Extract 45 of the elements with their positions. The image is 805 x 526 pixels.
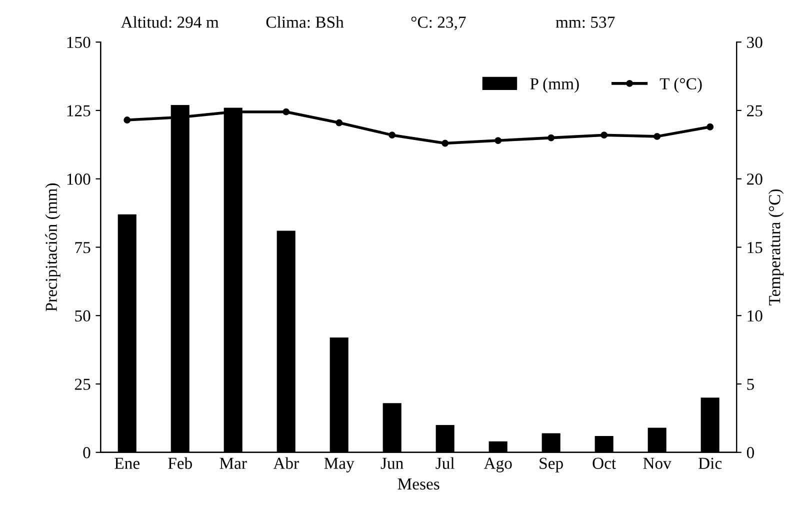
x-tick-label: Ago xyxy=(484,458,512,472)
y-tick-label: 0 xyxy=(83,447,90,458)
y2-tick-label: 30 xyxy=(747,36,762,48)
text: Altitud: 294 m xyxy=(120,16,219,28)
point xyxy=(124,116,131,124)
point xyxy=(654,132,661,140)
x-tick-label: May xyxy=(324,458,354,472)
y2-tick-label: 0 xyxy=(746,447,754,458)
x-tick-label: Oct xyxy=(592,458,616,469)
y2-tick-label: 20 xyxy=(747,174,762,185)
y-tick-label: 100 xyxy=(67,174,90,185)
y-tick-label: 125 xyxy=(67,105,90,116)
x-tick-label: Jun xyxy=(380,458,404,469)
y2-tick-label: 5 xyxy=(747,378,754,390)
point xyxy=(600,132,608,139)
point xyxy=(548,134,555,142)
x-tick-label: Mar xyxy=(220,458,247,469)
x-tick-label: Dic xyxy=(698,458,722,469)
x-tick-label: Jul xyxy=(436,457,454,469)
x-axis-title: Meses xyxy=(398,478,440,490)
y-tick-label: 50 xyxy=(75,310,90,322)
y-tick-label: 75 xyxy=(75,242,90,254)
point xyxy=(706,123,714,130)
y-tick-label: 25 xyxy=(74,378,90,390)
point xyxy=(494,137,502,144)
x-tick-label: Abr xyxy=(273,457,299,469)
text: mm: 537 xyxy=(556,16,615,28)
y2-tick-label: 10 xyxy=(748,310,762,322)
y2-tick-label: 15 xyxy=(748,242,762,254)
y-axis-title: Precipitación (mm) xyxy=(45,183,60,312)
point xyxy=(388,132,396,139)
text: Clima: BSh xyxy=(266,16,344,28)
text: °C: 23,7 xyxy=(411,16,466,30)
point xyxy=(442,140,449,147)
y-tick-label: 150 xyxy=(67,36,90,48)
point xyxy=(282,108,290,116)
x-tick-label: Nov xyxy=(643,458,672,469)
y2-tick-label: 25 xyxy=(747,105,762,116)
legend-label: T (°C) xyxy=(660,78,702,93)
point xyxy=(336,119,343,126)
legend-label: P (mm) xyxy=(530,78,579,93)
x-tick-label: Feb xyxy=(168,457,192,469)
x-tick-label: Sep xyxy=(540,458,563,472)
y2-axis-title: Temperatura (°C) xyxy=(768,189,784,306)
x-tick-label: Ene xyxy=(114,458,140,469)
